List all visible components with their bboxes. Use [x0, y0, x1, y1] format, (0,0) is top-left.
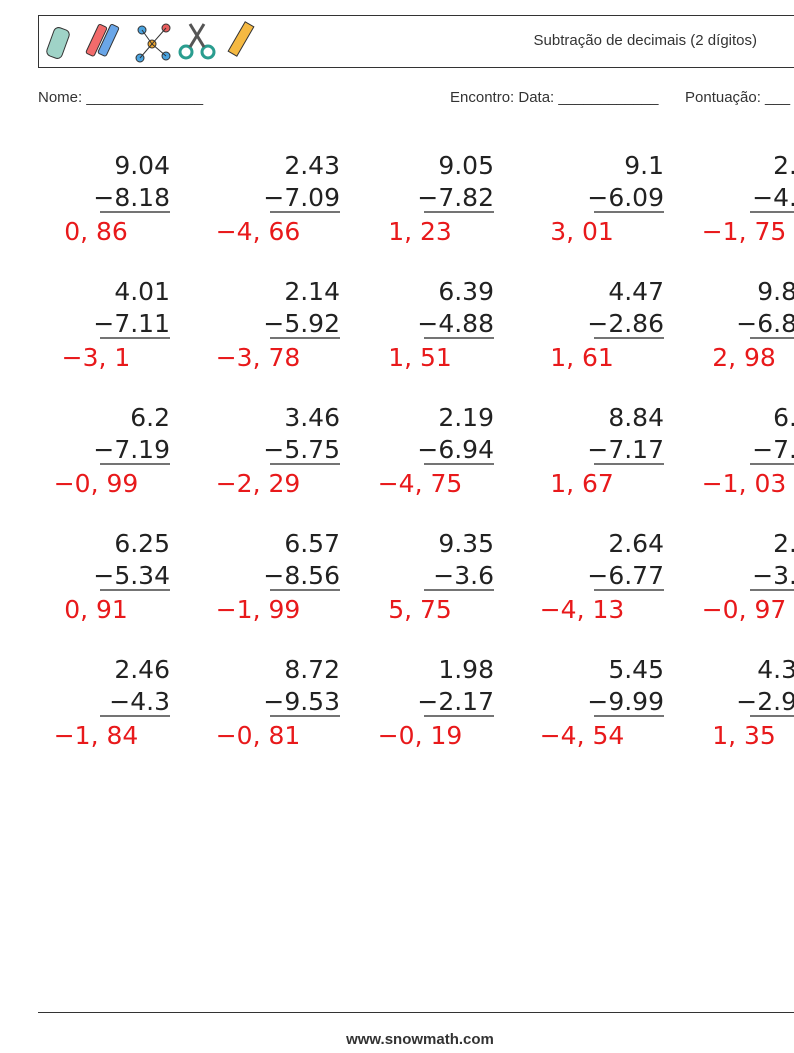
- minuend: 9.8: [757, 277, 794, 306]
- subtrahend: −6.77: [587, 561, 664, 590]
- subtrahend: −7.82: [417, 183, 494, 212]
- minuend: 4.3: [757, 655, 794, 684]
- subtrahend: −5.75: [263, 435, 340, 464]
- subtrahend: −2.86: [587, 309, 664, 338]
- answer: −4, 66: [216, 217, 301, 246]
- minuend: 4.01: [114, 277, 170, 306]
- answer: 1, 35: [712, 721, 776, 750]
- answer: −1, 84: [54, 721, 139, 750]
- minuend: 1.98: [438, 655, 494, 684]
- minuend: 6.39: [438, 277, 494, 306]
- minuend: 3.46: [284, 403, 340, 432]
- subtrahend: −3.6: [433, 561, 494, 590]
- answer: 2, 98: [712, 343, 776, 372]
- title: Subtração de decimais (2 dígitos): [534, 32, 757, 49]
- answer: 1, 51: [388, 343, 452, 372]
- minuend: 5.45: [608, 655, 664, 684]
- minuend: 2.: [773, 529, 794, 558]
- answer: −0, 97: [702, 595, 787, 624]
- answer: 0, 86: [64, 217, 128, 246]
- minuend: 9.04: [114, 151, 170, 180]
- minuend: 2.64: [608, 529, 664, 558]
- answer: −3, 78: [216, 343, 301, 372]
- subtrahend: −4.88: [417, 309, 494, 338]
- header-icons: [46, 21, 255, 63]
- answer: −4, 13: [540, 595, 625, 624]
- minuend: 4.47: [608, 277, 664, 306]
- subtrahend: −2.9: [736, 687, 794, 716]
- subtrahend: −4.: [752, 183, 794, 212]
- subtrahend: −6.8: [736, 309, 794, 338]
- answer: −2, 29: [216, 469, 301, 498]
- answer: −4, 54: [540, 721, 625, 750]
- minuend: 2.19: [438, 403, 494, 432]
- answer: −1, 03: [702, 469, 787, 498]
- subtrahend: −7.09: [263, 183, 340, 212]
- answer: 1, 23: [388, 217, 452, 246]
- subtrahend: −6.94: [417, 435, 494, 464]
- subtrahend: −7.11: [93, 309, 170, 338]
- minuend: 2.: [773, 151, 794, 180]
- answer: −4, 75: [378, 469, 463, 498]
- answer: −0, 19: [378, 721, 463, 750]
- minuend: 9.35: [438, 529, 494, 558]
- minuend: 6.25: [114, 529, 170, 558]
- minuend: 2.43: [284, 151, 340, 180]
- minuend: 9.1: [624, 151, 664, 180]
- subtrahend: −7.: [752, 435, 794, 464]
- subtrahend: −3.: [752, 561, 794, 590]
- answer: −1, 99: [216, 595, 301, 624]
- score-field: Pontuação: ___: [685, 89, 791, 106]
- subtrahend: −5.92: [263, 309, 340, 338]
- minuend: 8.84: [608, 403, 664, 432]
- answer: 1, 67: [550, 469, 614, 498]
- footer-url: www.snowmath.com: [345, 1031, 494, 1048]
- minuend: 6.57: [284, 529, 340, 558]
- subtrahend: −4.3: [109, 687, 170, 716]
- answer: −1, 75: [702, 217, 787, 246]
- subtrahend: −7.19: [93, 435, 170, 464]
- answer: −0, 81: [216, 721, 301, 750]
- answer: −3, 1: [62, 343, 131, 372]
- answer: 5, 75: [388, 595, 452, 624]
- header-box: [38, 15, 794, 68]
- answer: −0, 99: [54, 469, 139, 498]
- name-field: Nome: ______________: [38, 89, 204, 106]
- minuend: 6.: [773, 403, 794, 432]
- minuend: 8.72: [284, 655, 340, 684]
- subtrahend: −7.17: [587, 435, 664, 464]
- subtrahend: −5.34: [93, 561, 170, 590]
- subtrahend: −8.56: [263, 561, 340, 590]
- subtrahend: −6.09: [587, 183, 664, 212]
- minuend: 6.2: [130, 403, 170, 432]
- date-field: Encontro: Data: ____________: [450, 89, 659, 106]
- answer: 1, 61: [550, 343, 614, 372]
- minuend: 2.46: [114, 655, 170, 684]
- answer: 0, 91: [64, 595, 128, 624]
- subtrahend: −8.18: [93, 183, 170, 212]
- answer: 3, 01: [550, 217, 614, 246]
- minuend: 2.14: [284, 277, 340, 306]
- subtrahend: −9.53: [263, 687, 340, 716]
- minuend: 9.05: [438, 151, 494, 180]
- subtrahend: −9.99: [587, 687, 664, 716]
- subtrahend: −2.17: [417, 687, 494, 716]
